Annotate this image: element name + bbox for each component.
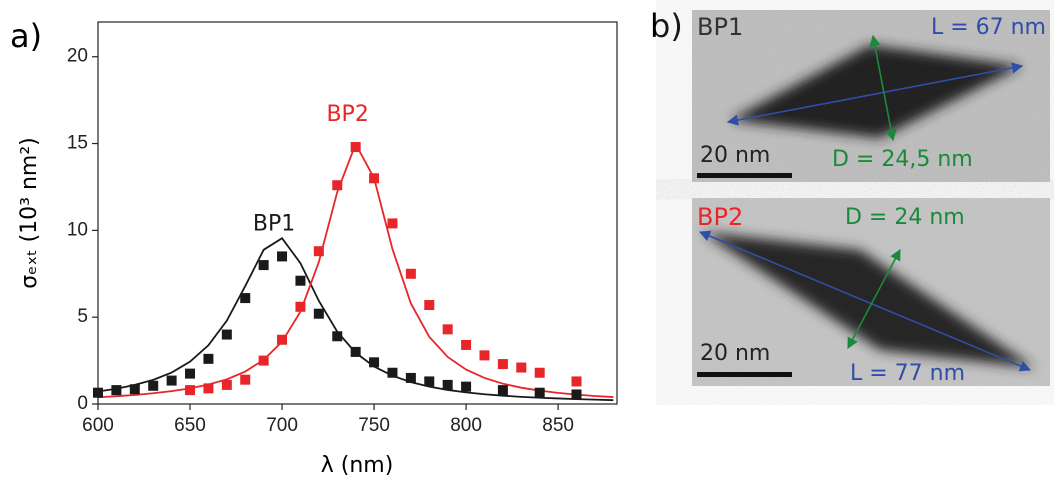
- y-axis-label: σₑₓₜ (10³ nm²): [17, 137, 42, 289]
- series-label: BP2: [326, 102, 368, 127]
- marker: [166, 375, 177, 386]
- marker: [571, 389, 582, 400]
- marker: [350, 346, 361, 357]
- marker: [221, 379, 232, 390]
- marker: [387, 367, 398, 378]
- x-tick-label: 800: [450, 415, 482, 436]
- marker: [295, 301, 306, 312]
- diameter-label: D = 24,5 nm: [832, 147, 973, 172]
- length-label: L = 67 nm: [931, 15, 1046, 40]
- marker: [534, 387, 545, 398]
- length-label: L = 77 nm: [850, 361, 965, 386]
- chart-a: a) λ (nm) σₑₓₜ (10³ nm²) 600 650 700 750 800…: [10, 17, 618, 478]
- marker: [185, 385, 196, 396]
- y-tick-label: 15: [67, 133, 88, 154]
- y-tick-label: 10: [67, 219, 88, 240]
- marker: [442, 379, 453, 390]
- x-tick-label: 600: [82, 415, 114, 436]
- panel-b: b) BP1 L = 67 nm D = 24,5 nm 20 nm BP2 D…: [650, 7, 1050, 386]
- marker: [258, 260, 269, 271]
- marker: [405, 268, 416, 279]
- marker: [240, 293, 251, 304]
- panel-label: b): [650, 7, 683, 45]
- marker: [277, 334, 288, 345]
- image-label: BP2: [697, 203, 743, 231]
- diameter-label: D = 24 nm: [845, 205, 965, 230]
- fit-line: [97, 141, 614, 399]
- marker: [442, 324, 453, 335]
- marker: [497, 385, 508, 396]
- marker: [369, 173, 380, 184]
- marker: [571, 376, 582, 387]
- series-label: BP1: [253, 211, 295, 236]
- marker: [461, 381, 472, 392]
- scale-label: 20 nm: [700, 341, 770, 366]
- marker: [203, 353, 214, 364]
- panel-label: a): [10, 17, 42, 55]
- marker: [148, 380, 159, 391]
- marker: [93, 387, 103, 398]
- marker: [479, 350, 490, 361]
- y-tick-label: 5: [77, 306, 88, 327]
- marker: [497, 359, 508, 370]
- marker: [295, 275, 306, 286]
- marker: [277, 251, 288, 262]
- scale-bar: [697, 372, 792, 377]
- x-tick-label: 650: [174, 415, 206, 436]
- marker: [405, 372, 416, 383]
- marker: [185, 368, 196, 379]
- marker: [534, 367, 545, 378]
- marker: [221, 329, 232, 340]
- diameter-arrow: [847, 249, 901, 349]
- x-tick-label: 850: [542, 415, 574, 436]
- marker: [332, 331, 343, 342]
- y-tick-label: 20: [67, 46, 88, 67]
- plot-frame: [97, 21, 618, 405]
- marker: [424, 376, 435, 387]
- marker: [369, 357, 380, 368]
- marker: [516, 362, 527, 373]
- x-tick-label: 750: [358, 415, 390, 436]
- marker: [332, 180, 343, 191]
- marker: [203, 383, 214, 394]
- marker: [258, 355, 269, 366]
- scale-bar: [697, 173, 792, 178]
- diameter-arrow: [869, 34, 897, 142]
- image-label: BP1: [697, 13, 743, 41]
- x-tick-label: 700: [266, 415, 298, 436]
- marker: [240, 374, 251, 385]
- marker: [350, 142, 361, 153]
- y-tick-label: 0: [77, 393, 88, 414]
- marker: [461, 339, 472, 350]
- marker: [387, 218, 398, 229]
- marker: [424, 300, 435, 311]
- marker: [129, 384, 140, 395]
- scale-label: 20 nm: [700, 143, 770, 168]
- marker: [313, 246, 324, 257]
- x-axis-label: λ (nm): [321, 453, 394, 478]
- marker: [111, 385, 122, 396]
- marker: [313, 308, 324, 319]
